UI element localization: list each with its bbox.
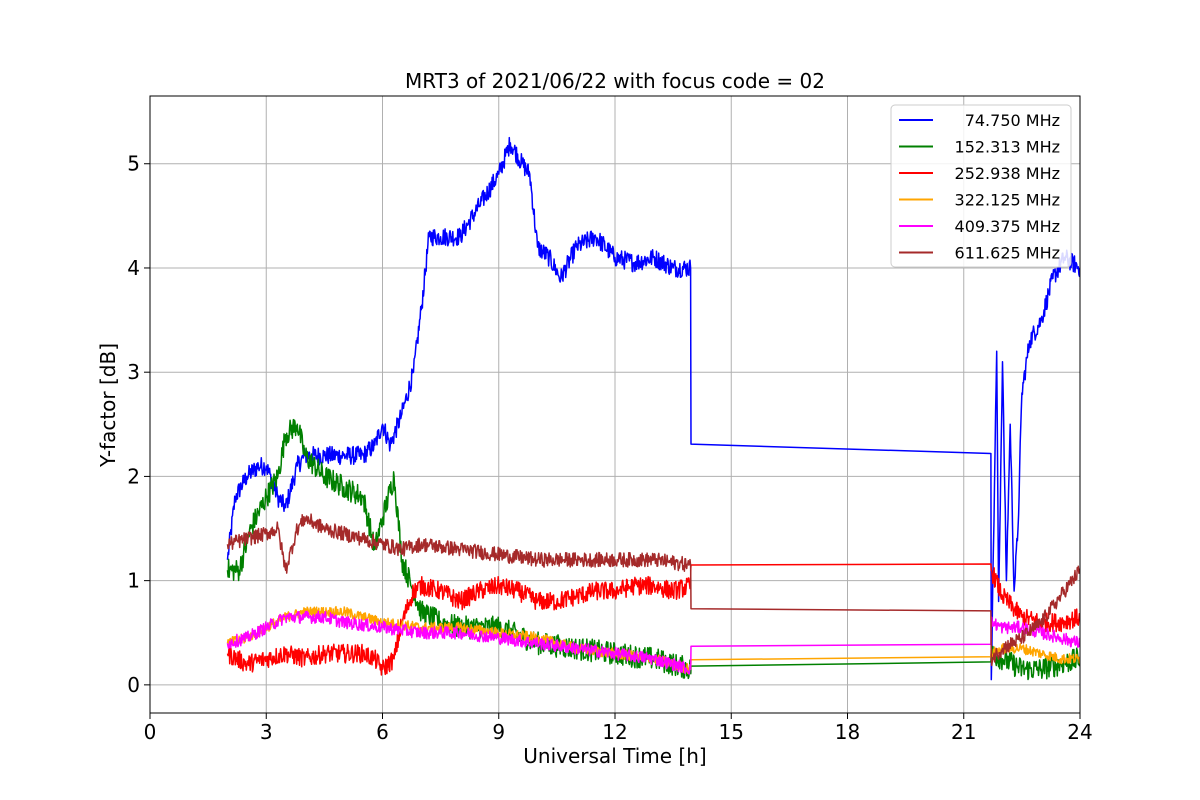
series-line-4 xyxy=(226,610,1080,675)
x-axis-label: Universal Time [h] xyxy=(523,744,706,768)
x-tick-label: 24 xyxy=(1067,720,1092,744)
x-tick-label: 15 xyxy=(719,720,744,744)
x-tick-label: 12 xyxy=(602,720,627,744)
x-tick-label: 9 xyxy=(492,720,505,744)
legend-box xyxy=(890,104,1072,268)
y-axis-label: Y-factor [dB] xyxy=(96,343,120,468)
legend-label-0: 74.750 MHz xyxy=(965,111,1060,130)
legend-label-3: 322.125 MHz xyxy=(955,191,1060,210)
y-tick-label: 0 xyxy=(127,673,140,697)
y-tick-label: 2 xyxy=(127,464,140,488)
series-layer xyxy=(226,136,1080,681)
x-tick-label: 3 xyxy=(260,720,273,744)
series-line-5 xyxy=(226,513,1080,667)
y-tick-label: 3 xyxy=(127,360,140,384)
y-tick-label: 5 xyxy=(127,152,140,176)
series-line-2 xyxy=(226,563,1080,676)
chart-title: MRT3 of 2021/06/22 with focus code = 02 xyxy=(405,69,825,93)
legend: 74.750 MHz 152.313 MHz 252.938 MHz 322.125 … xyxy=(890,104,1072,268)
series-line-0 xyxy=(226,136,1080,681)
x-tick-label: 0 xyxy=(144,720,157,744)
x-tick-label: 21 xyxy=(951,720,976,744)
x-tick-label: 18 xyxy=(835,720,860,744)
legend-label-5: 611.625 MHz xyxy=(955,244,1060,263)
legend-label-2: 252.938 MHz xyxy=(955,164,1060,183)
legend-label-1: 152.313 MHz xyxy=(955,138,1060,157)
y-tick-label: 4 xyxy=(127,256,140,280)
y-tick-label: 1 xyxy=(127,569,140,593)
legend-label-4: 409.375 MHz xyxy=(955,217,1060,236)
x-tick-label: 6 xyxy=(376,720,389,744)
